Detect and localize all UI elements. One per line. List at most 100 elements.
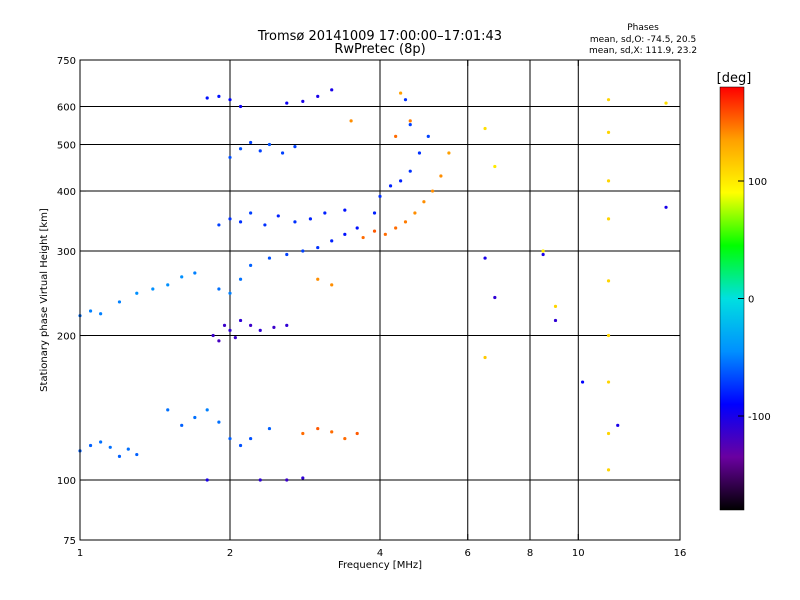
info-line-o: mean, sd,O: -74.5, 20.5 (590, 35, 696, 45)
x-axis-label: Frequency [MHz] (338, 560, 422, 571)
data-point (276, 214, 280, 218)
data-point (222, 323, 227, 327)
data-point (355, 431, 359, 436)
data-point (280, 151, 285, 155)
data-point (483, 355, 487, 360)
data-point (285, 101, 289, 105)
data-point (408, 123, 412, 127)
data-point (258, 328, 262, 332)
x-axis-ticks: 1 2 4 6 8 10 16 (77, 60, 686, 559)
data-point (316, 277, 320, 281)
data-point (606, 279, 611, 283)
data-point (483, 256, 487, 260)
data-point (217, 94, 221, 98)
data-point (228, 436, 232, 441)
data-point (249, 263, 253, 267)
data-point (238, 147, 243, 151)
data-point (301, 99, 305, 103)
data-point (343, 436, 347, 441)
data-point (606, 217, 611, 221)
data-point (285, 323, 289, 327)
data-point (180, 275, 184, 279)
data-point (301, 476, 305, 480)
data-point (408, 169, 412, 173)
data-point (553, 304, 558, 309)
data-point (301, 431, 305, 436)
data-point (228, 98, 232, 102)
data-point (541, 249, 545, 253)
data-point (355, 226, 359, 230)
data-point (426, 134, 430, 138)
data-point (88, 309, 93, 313)
data-point (88, 443, 93, 448)
data-point (316, 245, 320, 250)
data-point (205, 478, 209, 482)
data-point (606, 98, 611, 102)
data-point (330, 88, 334, 92)
data-point (343, 208, 347, 212)
data-point (249, 211, 253, 215)
data-point (330, 239, 334, 243)
x-tick-label: 1 (77, 548, 83, 559)
data-point (151, 287, 155, 291)
data-point (285, 478, 289, 482)
data-point (205, 408, 209, 412)
data-point (403, 98, 408, 102)
data-point (258, 149, 262, 153)
data-point (249, 140, 253, 145)
data-point (403, 220, 408, 224)
data-point (664, 205, 668, 209)
data-point (217, 420, 221, 424)
data-point (606, 333, 611, 338)
data-point (228, 291, 232, 295)
data-point (372, 211, 377, 215)
data-point (606, 380, 611, 384)
data-point (361, 235, 365, 240)
data-point (135, 452, 139, 457)
data-point (193, 415, 197, 420)
y-tick-label: 300 (57, 247, 76, 258)
data-point (606, 468, 611, 472)
y-tick-label: 750 (57, 56, 76, 67)
data-point (193, 271, 197, 275)
data-point (343, 232, 347, 236)
data-point (316, 94, 320, 98)
data-point (316, 426, 320, 431)
data-point (117, 454, 122, 459)
data-point (422, 200, 426, 204)
data-point (430, 189, 435, 193)
data-point (349, 119, 353, 123)
data-point (413, 211, 417, 215)
data-point (99, 312, 103, 316)
data-point (267, 142, 272, 147)
data-point (228, 217, 232, 221)
x-tick-label: 4 (377, 548, 383, 559)
data-point (383, 232, 387, 236)
data-point (388, 184, 393, 188)
data-point (258, 478, 262, 482)
data-point (417, 151, 422, 155)
data-point (439, 174, 443, 178)
info-heading: Phases (627, 23, 659, 33)
data-point (166, 408, 170, 412)
y-tick-label: 600 (57, 103, 76, 114)
x-tick-label: 6 (465, 548, 471, 559)
data-point (117, 300, 122, 304)
data-point (108, 445, 112, 449)
y-tick-label: 400 (57, 187, 76, 198)
data-point (553, 318, 558, 323)
data-point (301, 249, 305, 253)
info-line-x: mean, sd,X: 111.9, 23.2 (589, 46, 697, 56)
data-point (238, 443, 243, 448)
colorbar-tick-label: -100 (748, 412, 771, 423)
data-point (238, 277, 243, 281)
y-tick-label: 100 (57, 476, 76, 487)
data-point (394, 226, 398, 230)
data-point (606, 130, 611, 134)
data-point (330, 430, 334, 434)
data-point (267, 256, 272, 260)
data-point (126, 447, 130, 451)
data-point (372, 229, 377, 233)
